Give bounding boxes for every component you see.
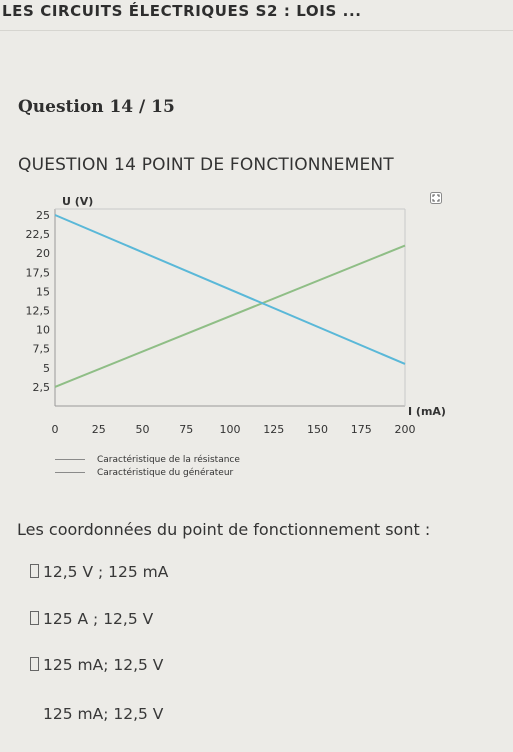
answer-checkbox[interactable]: [30, 657, 39, 671]
chart-legend: Caractéristique de la résistance Caracté…: [55, 455, 240, 481]
y-tick-label: 25: [36, 209, 50, 222]
expand-icon[interactable]: [430, 192, 442, 204]
y-axis-label: U (V): [62, 195, 93, 208]
x-axis-label: I (mA): [408, 405, 446, 418]
x-tick-label: 200: [395, 423, 416, 436]
answer-option-label: 125 A ; 12,5 V: [43, 610, 154, 628]
answer-checkbox[interactable]: [30, 706, 39, 720]
answer-checkbox[interactable]: [30, 611, 39, 625]
question-title: QUESTION 14 POINT DE FONCTIONNEMENT: [18, 155, 394, 175]
legend-item-generator: Caractéristique du générateur: [55, 468, 240, 481]
y-tick-label: 7,5: [33, 343, 51, 356]
x-tick-label: 150: [307, 423, 328, 436]
chart-axes: [54, 208, 406, 407]
answer-option-4[interactable]: 125 mA; 12,5 V: [30, 705, 163, 723]
answer-option-label: 12,5 V ; 125 mA: [43, 563, 169, 581]
x-tick-label: 175: [351, 423, 372, 436]
x-tick-label: 125: [263, 423, 284, 436]
y-tick-label: 5: [43, 362, 50, 375]
series-line-generator: [54, 214, 406, 365]
series-line-resistance: [54, 244, 406, 388]
operating-point-chart: 0 25 50 75 100 125 150 175 200 2,5 5 7,5 10 12,5 15 17,…: [26, 195, 446, 436]
x-tick-label: 100: [220, 423, 241, 436]
chart-series: [54, 214, 406, 388]
answer-option-1[interactable]: 12,5 V ; 125 mA: [30, 563, 168, 581]
legend-label: Caractéristique du générateur: [97, 468, 234, 478]
question-prompt: Les coordonnées du point de fonctionneme…: [17, 520, 431, 539]
x-tick-label: 25: [92, 423, 106, 436]
x-tick-label: 50: [136, 423, 150, 436]
y-tick-label: 20: [36, 247, 50, 260]
legend-label: Caractéristique de la résistance: [97, 455, 240, 465]
answer-option-2[interactable]: 125 A ; 12,5 V: [30, 610, 153, 628]
answer-option-label: 125 mA; 12,5 V: [43, 656, 164, 674]
y-tick-label: 10: [36, 324, 50, 337]
answer-option-3[interactable]: 125 mA; 12,5 V: [30, 656, 163, 674]
legend-line: [55, 459, 85, 460]
legend-line: [55, 472, 85, 473]
x-tick-label: 0: [52, 423, 59, 436]
y-tick-label: 12,5: [26, 305, 51, 318]
y-tick-label: 22,5: [26, 228, 51, 241]
chart-ticks: 0 25 50 75 100 125 150 175 200 2,5 5 7,5 10 12,5 15 17,…: [26, 209, 416, 436]
page-header-title: LES CIRCUITS ÉLECTRIQUES S2 : LOIS ...: [2, 2, 362, 20]
question-number: Question 14 / 15: [18, 97, 175, 117]
y-tick-label: 2,5: [33, 381, 51, 394]
legend-item-resistance: Caractéristique de la résistance: [55, 455, 240, 468]
x-tick-label: 75: [179, 423, 193, 436]
page-header: LES CIRCUITS ÉLECTRIQUES S2 : LOIS ...: [0, 0, 513, 31]
answer-option-label: 125 mA; 12,5 V: [43, 705, 164, 723]
y-tick-label: 17,5: [26, 266, 51, 279]
y-tick-label: 15: [36, 285, 50, 298]
answer-checkbox[interactable]: [30, 564, 39, 578]
